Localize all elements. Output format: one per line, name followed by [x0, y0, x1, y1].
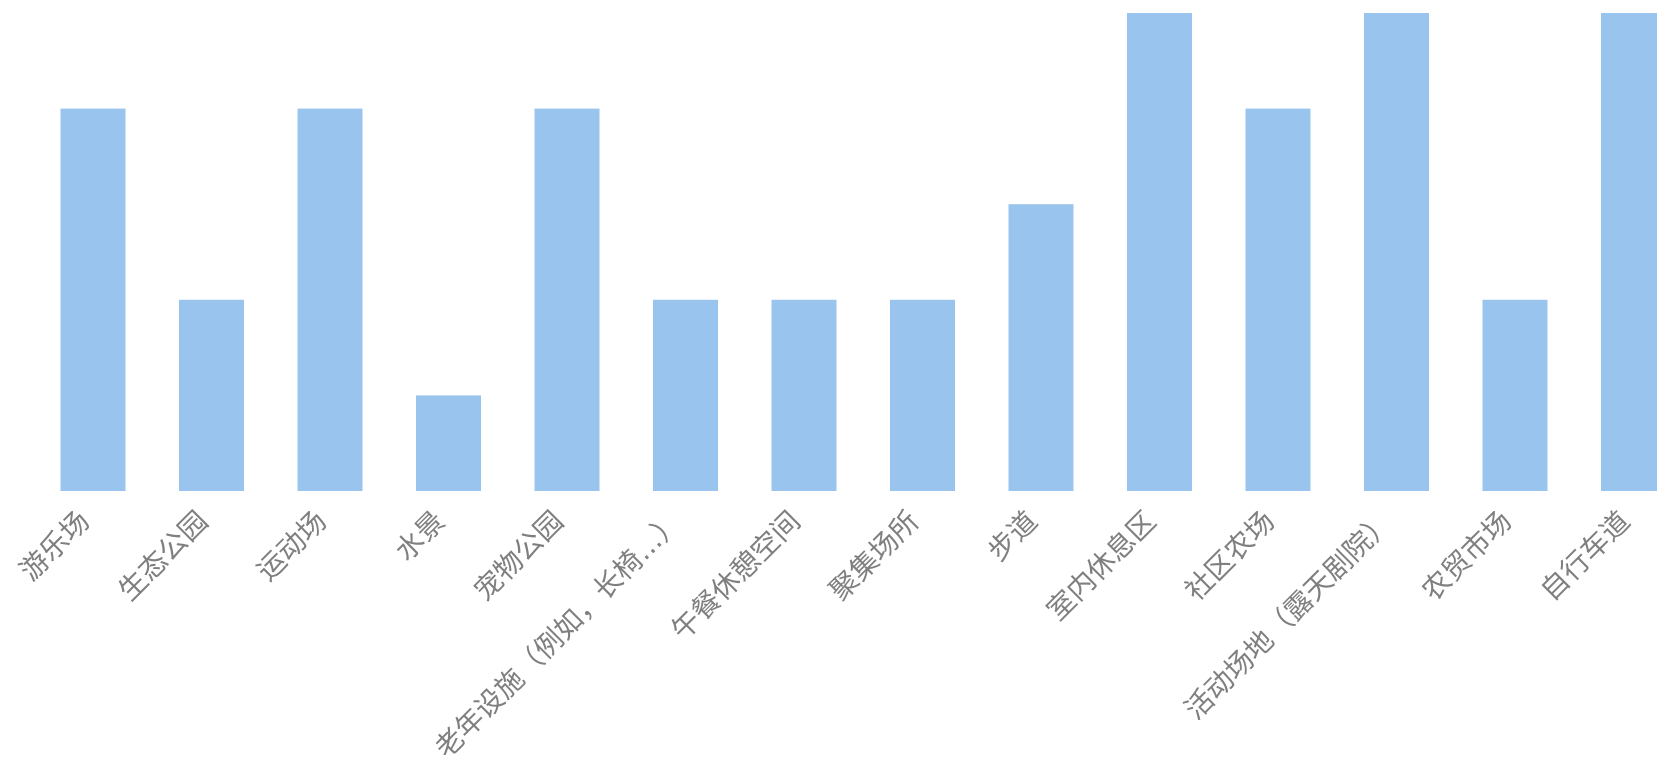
x-tick-label: 聚集场所 — [823, 505, 926, 608]
bar — [179, 300, 244, 491]
x-tick-label: 游乐场 — [13, 505, 96, 588]
x-tick-label: 生态公园 — [112, 505, 215, 608]
x-tick-label: 水景 — [389, 505, 452, 568]
bar — [653, 300, 718, 491]
x-tick-label: 老年设施（例如，长椅...） — [428, 505, 688, 757]
bar — [1127, 13, 1192, 491]
x-tick-label: 步道 — [981, 505, 1044, 568]
bar — [1483, 300, 1548, 491]
bars-layer — [61, 13, 1657, 491]
x-tick-label: 室内休息区 — [1040, 505, 1162, 627]
x-tick-label: 农贸市场 — [1415, 505, 1518, 608]
bar — [772, 300, 837, 491]
bar — [416, 395, 481, 491]
bar — [61, 109, 126, 491]
bar — [1601, 13, 1657, 491]
bar — [1009, 204, 1074, 491]
x-tick-label: 运动场 — [250, 505, 333, 588]
bar — [1246, 109, 1311, 491]
x-tick-label: 自行车道 — [1534, 505, 1637, 608]
bar — [1364, 13, 1429, 491]
x-tick-label: 社区农场 — [1178, 505, 1281, 608]
x-tick-label: 宠物公园 — [467, 505, 570, 608]
bar — [890, 300, 955, 491]
tick-labels-layer: 游乐场生态公园运动场水景宠物公园老年设施（例如，长椅...）午餐休憩空间聚集场所… — [13, 505, 1636, 757]
bar — [298, 109, 363, 491]
x-tick-label: 活动场地（露天剧院） — [1178, 505, 1399, 726]
bar — [535, 109, 600, 491]
